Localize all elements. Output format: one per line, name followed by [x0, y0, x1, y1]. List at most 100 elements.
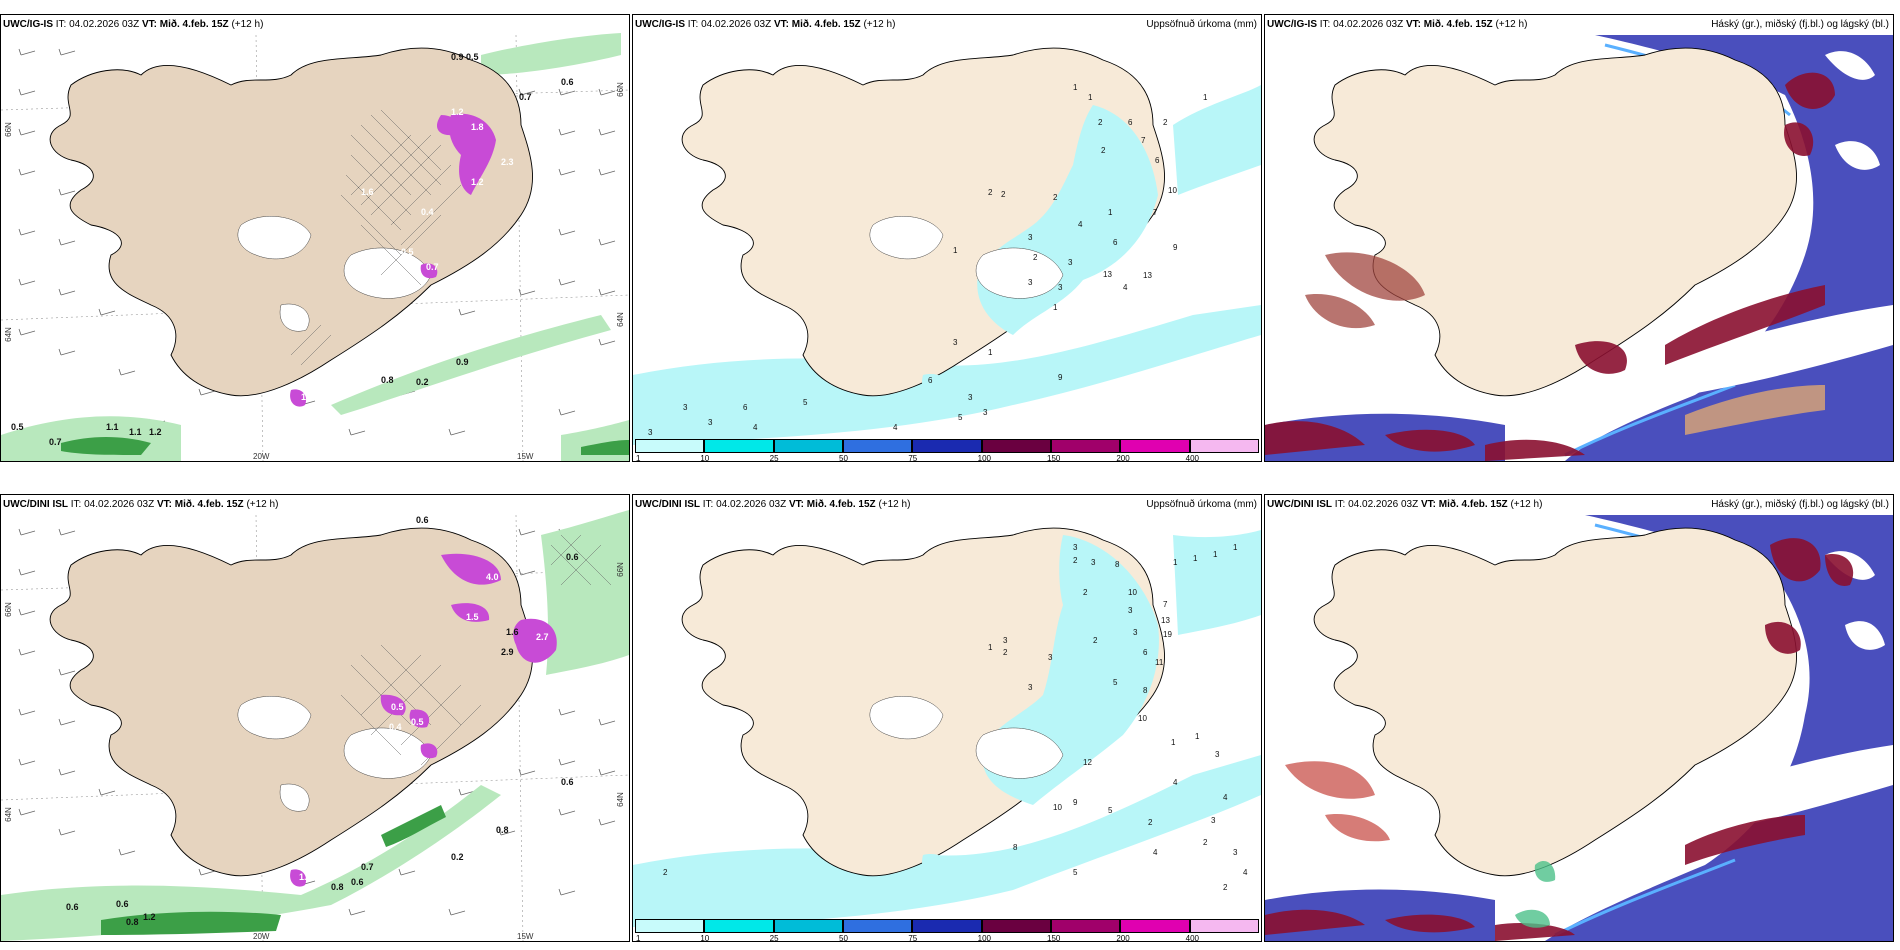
precip-value: 5 — [958, 413, 963, 422]
colorbar-segment — [981, 919, 1051, 933]
precip-value: 2 — [1098, 118, 1103, 127]
colorbar-segment — [912, 919, 982, 933]
precip-value: 2 — [663, 868, 668, 877]
lead-time: (+12 h) — [1495, 19, 1528, 30]
precip-value: 1 — [988, 643, 993, 652]
map-cloud-bottom — [1265, 515, 1893, 941]
colorbar-segment — [1189, 919, 1259, 933]
panel-cloud-top: UWC/IG-IS IT: 04.02.2026 03Z VT: Mið. 4.… — [1264, 14, 1894, 462]
panel-right-title: Uppsöfnuð úrkoma (mm) — [1146, 499, 1257, 510]
precip-value: 5 — [803, 398, 808, 407]
precip-value: 4 — [1153, 848, 1158, 857]
sea-value: 1.1 — [106, 422, 119, 432]
land-value: 1.8 — [471, 122, 484, 132]
model-name: UWC/DINI ISL — [3, 499, 68, 510]
sea-value: 0.6 — [351, 877, 364, 887]
precip-value: 1 — [1173, 558, 1178, 567]
lat-label-right-66n: 66N — [615, 82, 625, 97]
lead-time: (+12 h) — [246, 499, 279, 510]
panel-wind-bottom: 4.0 1.5 1.6 2.9 0.5 0.5 0.4 1.7 2.7 0.6 … — [0, 494, 630, 942]
land-value: 1.5 — [466, 612, 479, 622]
precip-value: 8 — [1013, 843, 1018, 852]
land-value: 1.6 — [506, 627, 519, 637]
precip-value: 2 — [1003, 648, 1008, 657]
lead-time: (+12 h) — [231, 19, 264, 30]
land-values: 1.8 1.2 1.6 0.5 0.4 2.3 1.2 1.6 0.7 — [301, 107, 514, 402]
vt-label: VT: — [156, 499, 172, 510]
colorbar-segment — [981, 439, 1051, 453]
land-value: 1.2 — [471, 177, 484, 187]
sea-values: 0.6 0.6 0.6 0.6 0.8 1.2 0.8 0.6 0.7 0.8 … — [66, 515, 579, 927]
glacier-white — [237, 696, 432, 812]
precip-value: 3 — [1058, 283, 1063, 292]
precip-value: 2 — [1148, 818, 1153, 827]
colorbar-tick-label: 1 — [636, 454, 641, 462]
land-value: 0.5 — [401, 247, 414, 257]
precip-colorbar: 1 10 25 50 75 100 150 200 400 — [635, 919, 1259, 941]
white-gaps — [1695, 551, 1893, 835]
colorbar-tick-label: 75 — [908, 934, 918, 942]
precip-value: 12 — [1083, 758, 1092, 767]
precip-value: 3 — [708, 418, 713, 427]
lat-label-left-64n: 64N — [3, 327, 13, 342]
land-value: 2.3 — [501, 157, 514, 167]
lead-time: (+12 h) — [1510, 499, 1543, 510]
precip-value: 3 — [1003, 636, 1008, 645]
it-label: IT: — [702, 499, 714, 510]
colorbar-segment — [912, 439, 982, 453]
precip-value: 2 — [1033, 253, 1038, 262]
model-name: UWC/DINI ISL — [635, 499, 700, 510]
glacier-white — [869, 216, 1064, 299]
precip-value: 3 — [983, 408, 988, 417]
precip-value: 10 — [1053, 803, 1062, 812]
green-cloud — [1515, 860, 1556, 928]
precip-value: 13 — [1103, 270, 1112, 279]
sea-value: 0.8 — [331, 882, 344, 892]
precip-colorbar: 1 10 25 50 75 100 150 200 400 — [635, 439, 1259, 461]
sea-precip — [633, 530, 1261, 927]
vt-value: Mið. 4.feb. 15Z — [791, 19, 861, 30]
panel-wind-top: 1.8 1.2 1.6 0.5 0.4 2.3 1.2 1.6 0.7 0.9 … — [0, 14, 630, 462]
panel-title: UWC/IG-IS IT: 04.02.2026 03Z VT: Mið. 4.… — [3, 19, 263, 30]
colorbar-segment — [1189, 439, 1259, 453]
colorbar-segment — [773, 439, 843, 453]
precip-value: 2 — [1203, 838, 1208, 847]
it-label: IT: — [1319, 19, 1331, 30]
colorbar-tick-label: 150 — [1047, 454, 1061, 462]
precip-value: 1 — [1203, 93, 1208, 102]
vt-label: VT: — [141, 19, 157, 30]
precip-value: 7 — [1141, 136, 1146, 145]
it-value: 04.02.2026 03Z — [1348, 499, 1419, 510]
lead-time: (+12 h) — [863, 19, 896, 30]
precip-value: 11 — [1155, 658, 1164, 667]
precip-value: 6 — [928, 376, 933, 385]
colorbar-tick-label: 150 — [1047, 934, 1061, 942]
model-name: UWC/IG-IS — [1267, 19, 1317, 30]
precip-value: 5 — [1108, 806, 1113, 815]
colorbar-tick-label: 50 — [839, 934, 848, 942]
vt-label: VT: — [1405, 19, 1421, 30]
lat-label-right-64n: 64N — [615, 792, 625, 807]
precip-value: 2 — [1073, 556, 1078, 565]
it-value: 04.02.2026 03Z — [701, 19, 772, 30]
precip-value: 10 — [1138, 714, 1147, 723]
precip-value: 8 — [1143, 686, 1148, 695]
lon-label-15w: 15W — [517, 932, 534, 941]
magenta-precip — [290, 553, 557, 887]
precip-value: 3 — [1215, 750, 1220, 759]
colorbar-segment — [704, 439, 774, 453]
sea-value: 0.7 — [519, 92, 532, 102]
precip-value: 4 — [1223, 793, 1228, 802]
sea-precip — [633, 85, 1261, 445]
precip-value: 2 — [1083, 588, 1088, 597]
precip-value: 6 — [1155, 156, 1160, 165]
vt-label: VT: — [788, 499, 804, 510]
precip-value: 5 — [1113, 678, 1118, 687]
precip-value: 6 — [1143, 648, 1148, 657]
sea-values: 0.9 0.5 0.7 0.6 0.5 0.7 1.1 1.1 1.2 0.8 … — [11, 52, 574, 447]
colorbar-tick-label: 100 — [977, 934, 992, 942]
precip-value: 4 — [893, 423, 898, 432]
precip-values: 3 2 3 8 1 1 1 1 10 7 2 3 13 19 2 3 6 11 … — [663, 543, 1248, 892]
precip-value: 13 — [1161, 616, 1170, 625]
colorbar-tick-label: 100 — [977, 454, 992, 462]
